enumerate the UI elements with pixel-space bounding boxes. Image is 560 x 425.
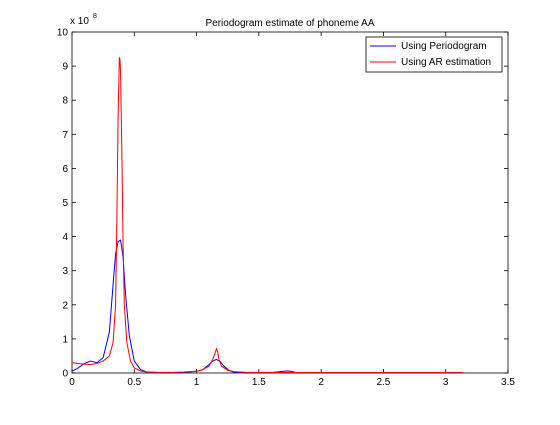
series-line-ar-estimation (71, 57, 464, 374)
y-exponent-label: x 10 (70, 16, 89, 27)
x-tick-label: 0.5 (127, 377, 141, 388)
legend-label-ar-estimation: Using AR estimation (401, 57, 491, 68)
y-tick-label: 7 (62, 130, 68, 141)
y-tick-label: 10 (57, 28, 69, 39)
x-tick-label: 3 (443, 377, 449, 388)
x-tick-label: 3.5 (501, 377, 515, 388)
series-layer (71, 57, 464, 374)
y-tick-label: 4 (62, 232, 68, 243)
y-tick-label: 2 (62, 300, 68, 311)
y-tick-label: 5 (62, 198, 68, 209)
plot-area (71, 31, 509, 374)
x-tick-label: 2.5 (376, 377, 390, 388)
y-tick-label: 1 (62, 334, 68, 345)
x-tick-label: 1.5 (252, 377, 266, 388)
legend-label-periodogram: Using Periodogram (401, 41, 487, 52)
y-tick-label: 0 (62, 369, 68, 380)
x-tick-label: 2 (318, 377, 324, 388)
y-tick-label: 8 (62, 96, 68, 107)
y-tick-label: 6 (62, 164, 68, 175)
legend-box (365, 36, 503, 73)
legend: Using Periodogram Using AR estimation (365, 36, 503, 73)
plot-frame (71, 31, 509, 374)
x-tick-label: 0 (69, 377, 75, 388)
y-tick-label: 9 (62, 62, 68, 73)
y-tick-label: 3 (62, 266, 68, 277)
x-tick-label: 1 (194, 377, 200, 388)
y-axis: 0 1 2 3 4 5 6 7 8 9 10 (57, 28, 508, 380)
y-exponent-power: 8 (93, 13, 97, 20)
chart-title: Periodogram estimate of phoneme AA (206, 18, 375, 29)
